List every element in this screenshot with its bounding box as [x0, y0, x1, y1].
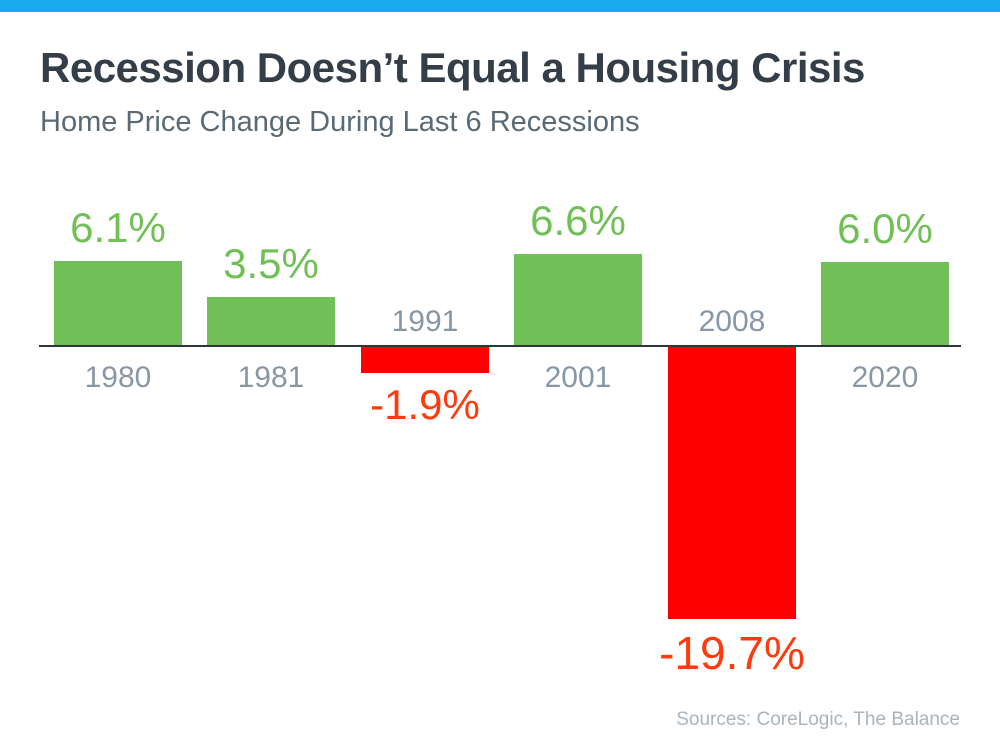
- bar-1981: [207, 297, 335, 345]
- chart-subtitle: Home Price Change During Last 6 Recessio…: [40, 106, 640, 138]
- sources-note: Sources: CoreLogic, The Balance: [676, 709, 960, 730]
- bar-year-label-1991: 1991: [391, 305, 459, 338]
- top-accent-bar: [0, 0, 1000, 12]
- bar-value-label-2008: -19.7%: [659, 627, 805, 679]
- bar-value-label-1991: -1.9%: [370, 381, 480, 428]
- bar-value-label-2020: 6.0%: [837, 205, 933, 252]
- x-axis-line: [39, 345, 961, 347]
- bar-year-label-2020: 2020: [851, 361, 919, 394]
- chart-title: Recession Doesn’t Equal a Housing Crisis: [40, 44, 865, 91]
- bar-2008: [668, 347, 796, 619]
- bar-year-label-1980: 1980: [84, 361, 152, 394]
- bar-value-label-1981: 3.5%: [223, 240, 319, 287]
- bar-1991: [361, 347, 489, 373]
- bar-2020: [821, 262, 949, 345]
- bar-year-label-2001: 2001: [544, 361, 612, 394]
- bar-year-label-2008: 2008: [698, 305, 766, 338]
- bar-value-label-1980: 6.1%: [70, 204, 166, 251]
- bar-1980: [54, 261, 182, 345]
- bar-value-label-2001: 6.6%: [530, 197, 626, 244]
- bar-year-label-1981: 1981: [237, 361, 305, 394]
- bar-2001: [514, 254, 642, 345]
